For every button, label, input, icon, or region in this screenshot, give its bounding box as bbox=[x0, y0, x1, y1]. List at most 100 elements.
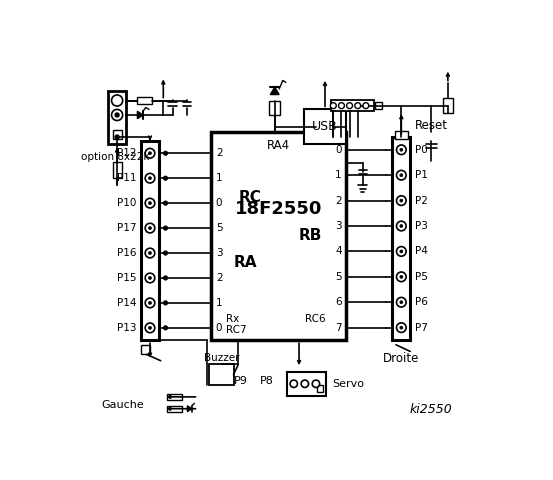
Text: RC7: RC7 bbox=[226, 325, 247, 335]
Circle shape bbox=[397, 298, 406, 307]
Text: 5: 5 bbox=[216, 223, 222, 233]
Text: 6: 6 bbox=[335, 297, 342, 307]
Bar bbox=[375, 102, 382, 109]
Text: 1: 1 bbox=[216, 173, 222, 183]
Circle shape bbox=[163, 300, 168, 305]
Circle shape bbox=[112, 95, 123, 106]
Circle shape bbox=[145, 298, 155, 308]
Circle shape bbox=[330, 103, 336, 108]
Circle shape bbox=[363, 103, 369, 108]
Circle shape bbox=[400, 326, 403, 329]
Text: Servo: Servo bbox=[332, 379, 364, 389]
Bar bbox=[141, 345, 150, 354]
Text: P0: P0 bbox=[415, 145, 427, 155]
Circle shape bbox=[397, 196, 406, 205]
Circle shape bbox=[112, 109, 123, 120]
Circle shape bbox=[397, 247, 406, 256]
Text: USB: USB bbox=[312, 120, 338, 133]
Circle shape bbox=[397, 145, 406, 155]
Text: P10: P10 bbox=[117, 198, 137, 208]
Bar bbox=[304, 109, 346, 144]
Circle shape bbox=[163, 201, 168, 205]
Text: 7: 7 bbox=[335, 323, 342, 333]
Circle shape bbox=[400, 148, 403, 151]
Circle shape bbox=[347, 103, 352, 108]
Text: 3: 3 bbox=[216, 248, 222, 258]
Bar bbox=[113, 162, 122, 178]
Text: RC: RC bbox=[239, 190, 262, 205]
Text: RC6: RC6 bbox=[305, 314, 326, 324]
Circle shape bbox=[149, 177, 152, 180]
Text: P4: P4 bbox=[415, 246, 427, 256]
Text: 4: 4 bbox=[335, 246, 342, 256]
Text: P12: P12 bbox=[117, 148, 137, 158]
Circle shape bbox=[338, 103, 345, 108]
Bar bbox=[443, 98, 453, 113]
Circle shape bbox=[149, 301, 152, 304]
Circle shape bbox=[163, 226, 168, 230]
Circle shape bbox=[400, 225, 403, 228]
Bar bbox=[167, 406, 182, 412]
Text: P8: P8 bbox=[260, 376, 274, 386]
Circle shape bbox=[163, 176, 168, 180]
Bar bbox=[287, 372, 326, 396]
Text: 2: 2 bbox=[216, 148, 222, 158]
Circle shape bbox=[400, 199, 403, 202]
Circle shape bbox=[301, 380, 309, 387]
Text: Rx: Rx bbox=[226, 314, 239, 324]
Circle shape bbox=[400, 276, 403, 278]
Circle shape bbox=[163, 151, 168, 156]
Circle shape bbox=[145, 323, 155, 333]
Text: 0: 0 bbox=[216, 198, 222, 208]
Circle shape bbox=[354, 103, 361, 108]
Text: 0: 0 bbox=[335, 145, 342, 155]
Circle shape bbox=[163, 325, 168, 330]
Circle shape bbox=[115, 113, 119, 117]
Bar bbox=[108, 91, 126, 144]
Circle shape bbox=[149, 227, 152, 229]
Text: Droite: Droite bbox=[383, 351, 420, 365]
Bar bbox=[393, 137, 410, 340]
Bar bbox=[269, 101, 280, 115]
Bar bbox=[113, 131, 122, 139]
Text: 1: 1 bbox=[335, 170, 342, 180]
Circle shape bbox=[163, 251, 168, 255]
Text: P3: P3 bbox=[415, 221, 427, 231]
Text: 0: 0 bbox=[216, 323, 222, 333]
Text: RA4: RA4 bbox=[267, 139, 290, 152]
Circle shape bbox=[145, 248, 155, 258]
Circle shape bbox=[397, 170, 406, 180]
Bar bbox=[395, 131, 408, 139]
Text: P15: P15 bbox=[117, 273, 137, 283]
Text: P7: P7 bbox=[415, 323, 427, 333]
Circle shape bbox=[149, 252, 152, 254]
Polygon shape bbox=[270, 87, 279, 95]
Text: P17: P17 bbox=[117, 223, 137, 233]
Text: 18F2550: 18F2550 bbox=[235, 200, 322, 218]
Text: P9: P9 bbox=[234, 376, 248, 386]
Circle shape bbox=[115, 135, 119, 139]
Text: Reset: Reset bbox=[415, 120, 447, 132]
Bar bbox=[210, 364, 233, 384]
Text: P14: P14 bbox=[117, 298, 137, 308]
Text: RA: RA bbox=[233, 254, 257, 270]
Circle shape bbox=[145, 223, 155, 233]
Bar bbox=[331, 100, 374, 111]
Bar bbox=[167, 394, 182, 400]
Circle shape bbox=[145, 148, 155, 158]
Text: 3: 3 bbox=[335, 221, 342, 231]
Text: P6: P6 bbox=[415, 297, 427, 307]
Circle shape bbox=[397, 272, 406, 282]
Circle shape bbox=[149, 202, 152, 204]
Bar bbox=[211, 132, 346, 340]
Circle shape bbox=[400, 301, 403, 304]
Circle shape bbox=[149, 152, 152, 155]
Circle shape bbox=[400, 250, 403, 253]
Text: P13: P13 bbox=[117, 323, 137, 333]
Polygon shape bbox=[137, 111, 143, 119]
Text: 1: 1 bbox=[216, 298, 222, 308]
Text: Buzzer: Buzzer bbox=[204, 353, 239, 363]
Circle shape bbox=[149, 276, 152, 279]
Text: ki2550: ki2550 bbox=[410, 403, 452, 416]
Circle shape bbox=[397, 221, 406, 231]
